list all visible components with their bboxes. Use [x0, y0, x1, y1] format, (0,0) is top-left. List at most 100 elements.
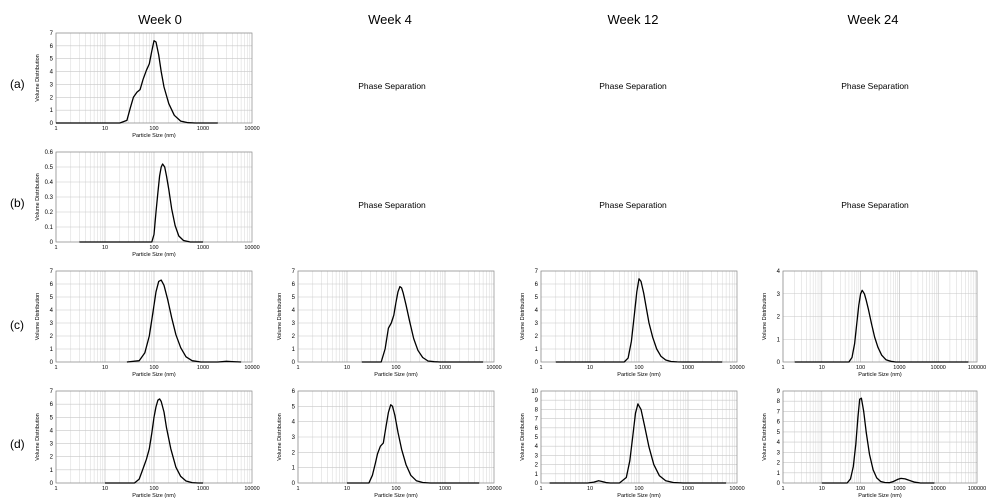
x-tick-label: 10000 — [729, 486, 744, 492]
y-tick-label: 2 — [292, 334, 296, 340]
x-tick-label: 10 — [587, 486, 593, 492]
series-line — [79, 163, 203, 243]
x-tick-label: 1000 — [197, 126, 209, 132]
y-tick-label: 4 — [50, 428, 54, 434]
y-axis-label: Volume Distribution — [762, 413, 768, 460]
series-line — [126, 279, 242, 363]
y-tick-label: 2 — [50, 455, 54, 461]
y-tick-label: 6 — [50, 282, 54, 288]
y-tick-label: 0.5 — [45, 165, 54, 171]
y-tick-label: 3 — [50, 321, 54, 327]
y-tick-label: 6 — [292, 389, 296, 395]
series-line — [821, 397, 935, 484]
y-axis-label: Volume Distribution — [277, 293, 283, 340]
x-tick-label: 1 — [781, 486, 784, 492]
phase-separation-b-week-12: Phase Separation — [599, 200, 667, 210]
y-tick-label: 0 — [50, 481, 54, 487]
y-tick-label: 1 — [535, 472, 539, 478]
column-title-week-4: Week 4 — [368, 12, 412, 27]
y-tick-label: 3 — [777, 292, 781, 298]
y-tick-label: 5 — [50, 295, 54, 301]
x-tick-label: 1000 — [682, 365, 694, 371]
x-tick-label: 1000 — [682, 486, 694, 492]
y-axis-label: Volume Distribution — [520, 293, 526, 340]
x-axis-label: Particle Size (nm) — [617, 372, 661, 378]
row-label-b: (b) — [10, 196, 25, 210]
x-tick-label: 1000 — [197, 365, 209, 371]
y-tick-label: 5 — [50, 415, 54, 421]
y-tick-label: 4 — [535, 308, 539, 314]
y-tick-label: 7 — [535, 417, 539, 423]
column-title-week-0: Week 0 — [138, 12, 182, 27]
y-tick-label: 1 — [50, 108, 54, 114]
x-tick-label: 1000 — [439, 486, 451, 492]
plot-frame — [55, 390, 253, 484]
y-tick-label: 7 — [535, 269, 539, 275]
y-axis-label: Volume Distribution — [35, 293, 41, 340]
series-line — [56, 40, 218, 124]
y-tick-label: 0 — [50, 240, 54, 246]
chart-b-week-0: 0 0.1 0.2 0.3 0.4 0.5 0.6 1 10 100 1000 10000 Partic… — [35, 150, 260, 258]
y-tick-label: 0 — [292, 481, 296, 487]
y-tick-label: 0.6 — [45, 150, 54, 156]
y-tick-label: 4 — [292, 420, 296, 426]
x-tick-label: 100 — [149, 245, 158, 251]
x-tick-label: 10 — [587, 365, 593, 371]
column-title-week-12: Week 12 — [607, 12, 659, 27]
y-tick-label: 1 — [777, 471, 781, 477]
y-tick-label: 0 — [777, 360, 781, 366]
y-tick-label: 1 — [292, 466, 296, 472]
y-tick-label: 8 — [535, 407, 539, 413]
x-axis-label: Particle Size (nm) — [132, 372, 176, 378]
x-tick-label: 1000 — [197, 245, 209, 251]
x-tick-label: 100 — [149, 365, 158, 371]
y-axis-label: Volume Distribution — [35, 413, 41, 460]
y-tick-label: 2 — [777, 315, 781, 321]
y-tick-label: 3 — [50, 442, 54, 448]
y-tick-label: 4 — [535, 444, 539, 450]
x-tick-label: 1 — [296, 365, 299, 371]
x-tick-label: 100 — [856, 365, 865, 371]
y-axis-label: Volume Distribution — [520, 413, 526, 460]
plot-frame — [540, 270, 738, 363]
x-tick-label: 100000 — [968, 365, 986, 371]
y-tick-label: 3 — [535, 321, 539, 327]
x-tick-label: 10 — [102, 486, 108, 492]
x-tick-label: 100000 — [968, 486, 986, 492]
x-tick-label: 10 — [102, 126, 108, 132]
y-tick-label: 7 — [50, 389, 54, 395]
x-tick-label: 10 — [344, 365, 350, 371]
y-tick-label: 0.1 — [45, 225, 54, 231]
plot-frame — [540, 390, 738, 484]
x-tick-label: 1 — [54, 126, 57, 132]
y-tick-label: 3 — [777, 450, 781, 456]
plot-frame — [782, 270, 978, 363]
series-line — [555, 278, 723, 363]
x-tick-label: 100 — [149, 126, 158, 132]
y-tick-label: 0 — [777, 481, 781, 487]
x-axis-label: Particle Size (nm) — [132, 493, 176, 499]
y-tick-label: 6 — [50, 402, 54, 408]
y-tick-label: 7 — [50, 31, 54, 37]
plot-frame — [55, 32, 253, 124]
y-tick-label: 3 — [292, 321, 296, 327]
y-tick-label: 0 — [292, 360, 296, 366]
y-tick-label: 7 — [50, 269, 54, 275]
series-line — [794, 289, 969, 363]
x-tick-label: 10000 — [931, 365, 946, 371]
x-tick-label: 10000 — [244, 126, 259, 132]
phase-separation-b-week-24: Phase Separation — [841, 200, 909, 210]
y-tick-label: 6 — [50, 44, 54, 50]
x-tick-label: 100 — [856, 486, 865, 492]
y-tick-label: 1 — [50, 347, 54, 353]
y-tick-label: 9 — [777, 389, 781, 395]
x-tick-label: 100 — [149, 486, 158, 492]
y-axis-label: Volume Distribution — [762, 293, 768, 340]
x-tick-label: 100 — [634, 365, 643, 371]
y-tick-label: 4 — [50, 70, 54, 76]
x-tick-label: 1 — [539, 365, 542, 371]
